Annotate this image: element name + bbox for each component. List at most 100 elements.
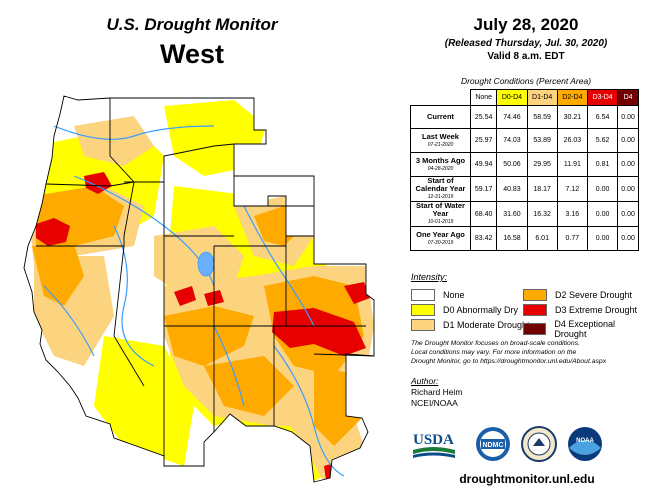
col-header-d3-d4: D3-D4 <box>586 89 619 106</box>
legend-label: D2 Severe Drought <box>555 290 633 300</box>
table-cell: 7.12 <box>556 176 588 202</box>
legend-swatch <box>411 289 435 301</box>
legend-label: D0 Abnormally Dry <box>443 305 519 315</box>
table-cell: 0.00 <box>617 128 639 153</box>
map-date: July 28, 2020 <box>473 15 579 34</box>
row-label: Current <box>410 105 471 129</box>
table-cell: 40.83 <box>496 176 528 202</box>
table-cell: 0.81 <box>586 152 619 177</box>
drought-conditions-table: None D0-D4 D1-D4 D2-D4 D3-D4 D4 Current … <box>410 89 639 251</box>
table-cell: 68.40 <box>469 201 498 227</box>
row-label: Last Week 07-21-2020 <box>410 128 471 153</box>
table-cell: 49.94 <box>469 152 498 177</box>
svg-text:NDMC: NDMC <box>483 442 504 449</box>
legend-swatch <box>411 304 435 316</box>
table-row: One Year Ago 07-30-2019 83.42 16.58 6.01 … <box>410 226 639 251</box>
map-title: U.S. Drought Monitor <box>106 15 278 34</box>
legend-item-d4: D4 Exceptional Drought <box>523 319 647 339</box>
legend-item-d1: D1 Moderate Drought <box>411 319 530 331</box>
table-cell: 16.32 <box>526 201 558 227</box>
table-caption: Drought Conditions (Percent Area) <box>460 76 592 86</box>
col-header-d1-d4: D1-D4 <box>526 89 558 106</box>
legend-item-none: None <box>411 289 465 301</box>
footer-url[interactable]: droughtmonitor.unl.edu <box>459 472 595 486</box>
valid-time: Valid 8 a.m. EDT <box>487 51 565 62</box>
table-cell: 16.58 <box>496 226 528 251</box>
seal-logo <box>521 426 557 462</box>
release-date: (Released Thursday, Jul. 30, 2020) <box>444 38 608 49</box>
table-cell: 0.00 <box>586 226 619 251</box>
map-title-block: U.S. Drought Monitor West <box>92 15 292 70</box>
table-cell: 0.00 <box>586 201 619 227</box>
col-header-d2-d4: D2-D4 <box>556 89 588 106</box>
legend-item-d3: D3 Extreme Drought <box>523 304 637 316</box>
col-header-d4: D4 <box>617 89 639 106</box>
noaa-logo: NOAA <box>568 427 602 461</box>
table-cell: 25.54 <box>469 105 498 129</box>
table-cell: 0.00 <box>617 201 639 227</box>
row-label: Start of Calendar Year 12-31-2019 <box>410 176 471 202</box>
date-block: July 28, 2020 (Released Thursday, Jul. 3… <box>414 15 638 62</box>
legend-swatch <box>523 289 547 301</box>
table-row: Last Week 07-21-2020 25.97 74.03 53.89 26… <box>410 128 639 153</box>
author-heading: Author: <box>411 376 439 386</box>
usda-logo: USDA <box>413 432 455 458</box>
table-row: Start of Water Year 10-01-2019 68.40 31.6… <box>410 201 639 227</box>
table-cell: 18.17 <box>526 176 558 202</box>
row-label: Start of Water Year 10-01-2019 <box>410 201 471 227</box>
table-cell: 29.95 <box>526 152 558 177</box>
table-cell: 74.03 <box>496 128 528 153</box>
table-cell: 0.00 <box>617 105 639 129</box>
svg-text:NOAA: NOAA <box>576 438 594 444</box>
table-cell: 26.03 <box>556 128 588 153</box>
table-cell: 58.59 <box>526 105 558 129</box>
author-block: Author: Richard Heim NCEI/NOAA <box>411 376 463 409</box>
legend-swatch <box>523 323 547 335</box>
legend-item-d2: D2 Severe Drought <box>523 289 632 301</box>
table-cell: 6.54 <box>586 105 619 129</box>
legend-swatch <box>523 304 547 316</box>
table-cell: 25.97 <box>469 128 498 153</box>
legend-title: Intensity: <box>411 272 448 282</box>
table-cell: 53.89 <box>526 128 558 153</box>
table-cell: 30.21 <box>556 105 588 129</box>
partner-logos: USDA NDMC NOAA <box>413 426 602 462</box>
table-cell: 59.17 <box>469 176 498 202</box>
legend-item-d0: D0 Abnormally Dry <box>411 304 518 316</box>
region-title: West <box>159 39 225 69</box>
svg-text:USDA: USDA <box>413 432 454 448</box>
drought-map <box>23 95 375 483</box>
col-header-d0-d4: D0-D4 <box>496 89 528 106</box>
table-cell: 5.62 <box>586 128 619 153</box>
author-org: NCEI/NOAA <box>411 398 458 408</box>
table-cell: 0.00 <box>586 176 619 202</box>
author-name: Richard Heim <box>411 387 463 397</box>
table-cell: 0.00 <box>617 226 639 251</box>
row-label: 3 Months Ago 04-28-2020 <box>410 152 471 177</box>
table-cell: 0.00 <box>617 176 639 202</box>
legend-label: D3 Extreme Drought <box>555 305 638 315</box>
col-header-none: None <box>469 89 498 106</box>
table-cell: 6.01 <box>526 226 558 251</box>
ndmc-logo: NDMC <box>476 427 510 461</box>
legend-swatch <box>411 319 435 331</box>
table-row: Current 25.54 74.46 58.59 30.21 6.54 0.0… <box>410 105 639 129</box>
legend-label: D1 Moderate Drought <box>443 320 530 330</box>
about-link[interactable]: Drought Monitor, go to https://droughtmo… <box>411 358 607 365</box>
table-cell: 50.06 <box>496 152 528 177</box>
disclaimer-note: The Drought Monitor focuses on broad-sca… <box>411 339 643 366</box>
table-corner <box>410 89 471 106</box>
table-cell: 11.91 <box>556 152 588 177</box>
legend-label: D4 Exceptional Drought <box>554 319 615 339</box>
legend-label: None <box>443 290 465 300</box>
table-cell: 3.16 <box>556 201 588 227</box>
row-label: One Year Ago 07-30-2019 <box>410 226 471 251</box>
table-cell: 83.42 <box>469 226 498 251</box>
table-cell: 74.46 <box>496 105 528 129</box>
table-row: 3 Months Ago 04-28-2020 49.94 50.06 29.95… <box>410 152 639 177</box>
table-cell: 0.00 <box>617 152 639 177</box>
table-row: Start of Calendar Year 12-31-2019 59.17 4… <box>410 176 639 202</box>
table-cell: 31.60 <box>496 201 528 227</box>
table-header-row: None D0-D4 D1-D4 D2-D4 D3-D4 D4 <box>410 89 639 106</box>
table-cell: 0.77 <box>556 226 588 251</box>
